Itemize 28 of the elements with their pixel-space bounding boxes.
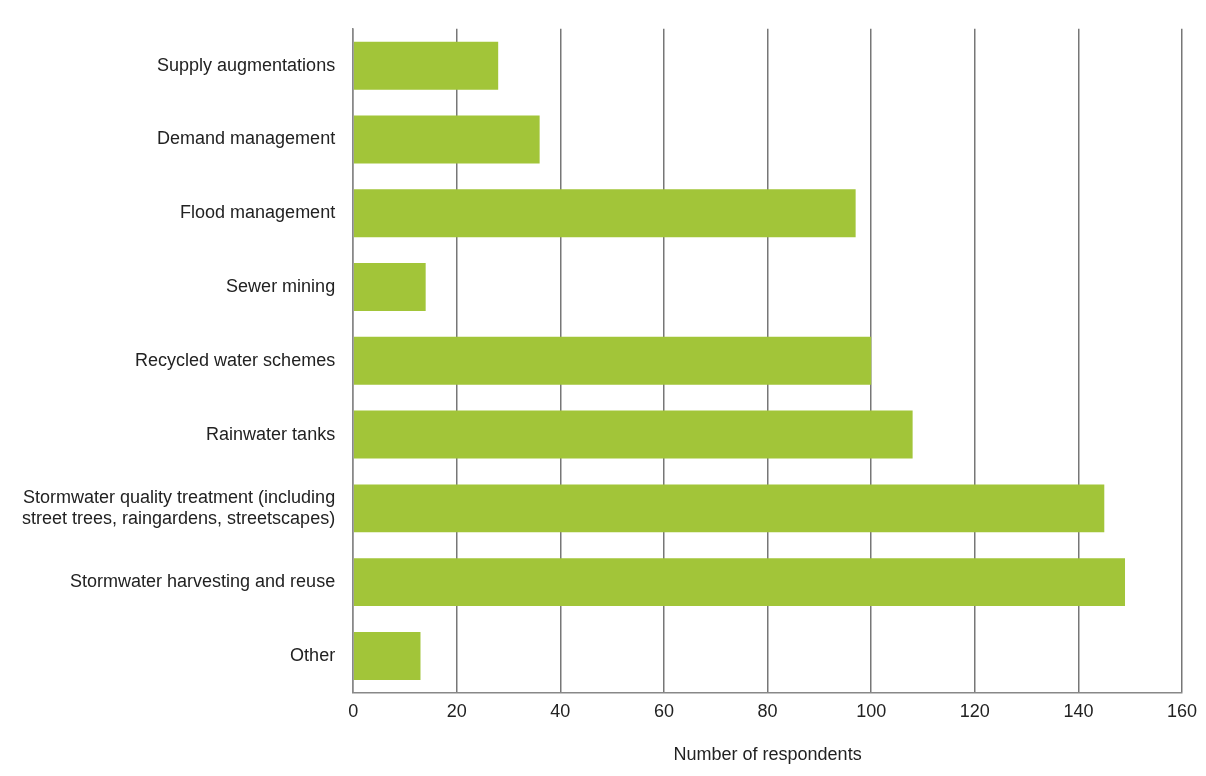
y-tick-label: Stormwater quality treatment (including street trees, raingardens, streetscapes) — [21, 486, 336, 529]
y-tick-label: Other — [290, 644, 336, 665]
x-tick-label: 60 — [653, 700, 674, 721]
x-tick-label: 80 — [757, 700, 778, 721]
x-axis-title: Number of respondents — [673, 744, 862, 765]
x-tick-label: 40 — [550, 700, 571, 721]
x-tick-label: 100 — [856, 700, 887, 721]
x-tick-label: 160 — [1166, 700, 1198, 721]
bar — [353, 410, 913, 459]
bar — [353, 41, 499, 90]
y-tick-label: Demand management — [157, 128, 336, 149]
x-tick-label: 140 — [1063, 700, 1094, 721]
y-tick-label: Rainwater tanks — [206, 423, 336, 444]
x-tick-label: 120 — [959, 700, 990, 721]
y-tick-label: Flood management — [180, 202, 336, 223]
bar — [353, 263, 426, 311]
bar — [353, 336, 872, 385]
y-tick-label: Recycled water schemes — [135, 349, 336, 370]
y-tick-label: Stormwater harvesting and reuse — [70, 571, 336, 592]
bar — [353, 558, 1126, 607]
x-tick-label: 0 — [348, 700, 359, 721]
bar — [353, 631, 421, 680]
x-tick-label: 20 — [446, 700, 467, 721]
bar — [353, 115, 540, 164]
y-tick-label: Supply augmentations — [157, 54, 336, 75]
bar — [353, 189, 856, 238]
y-tick-label: Sewer mining — [226, 275, 336, 296]
bar — [353, 484, 1105, 533]
